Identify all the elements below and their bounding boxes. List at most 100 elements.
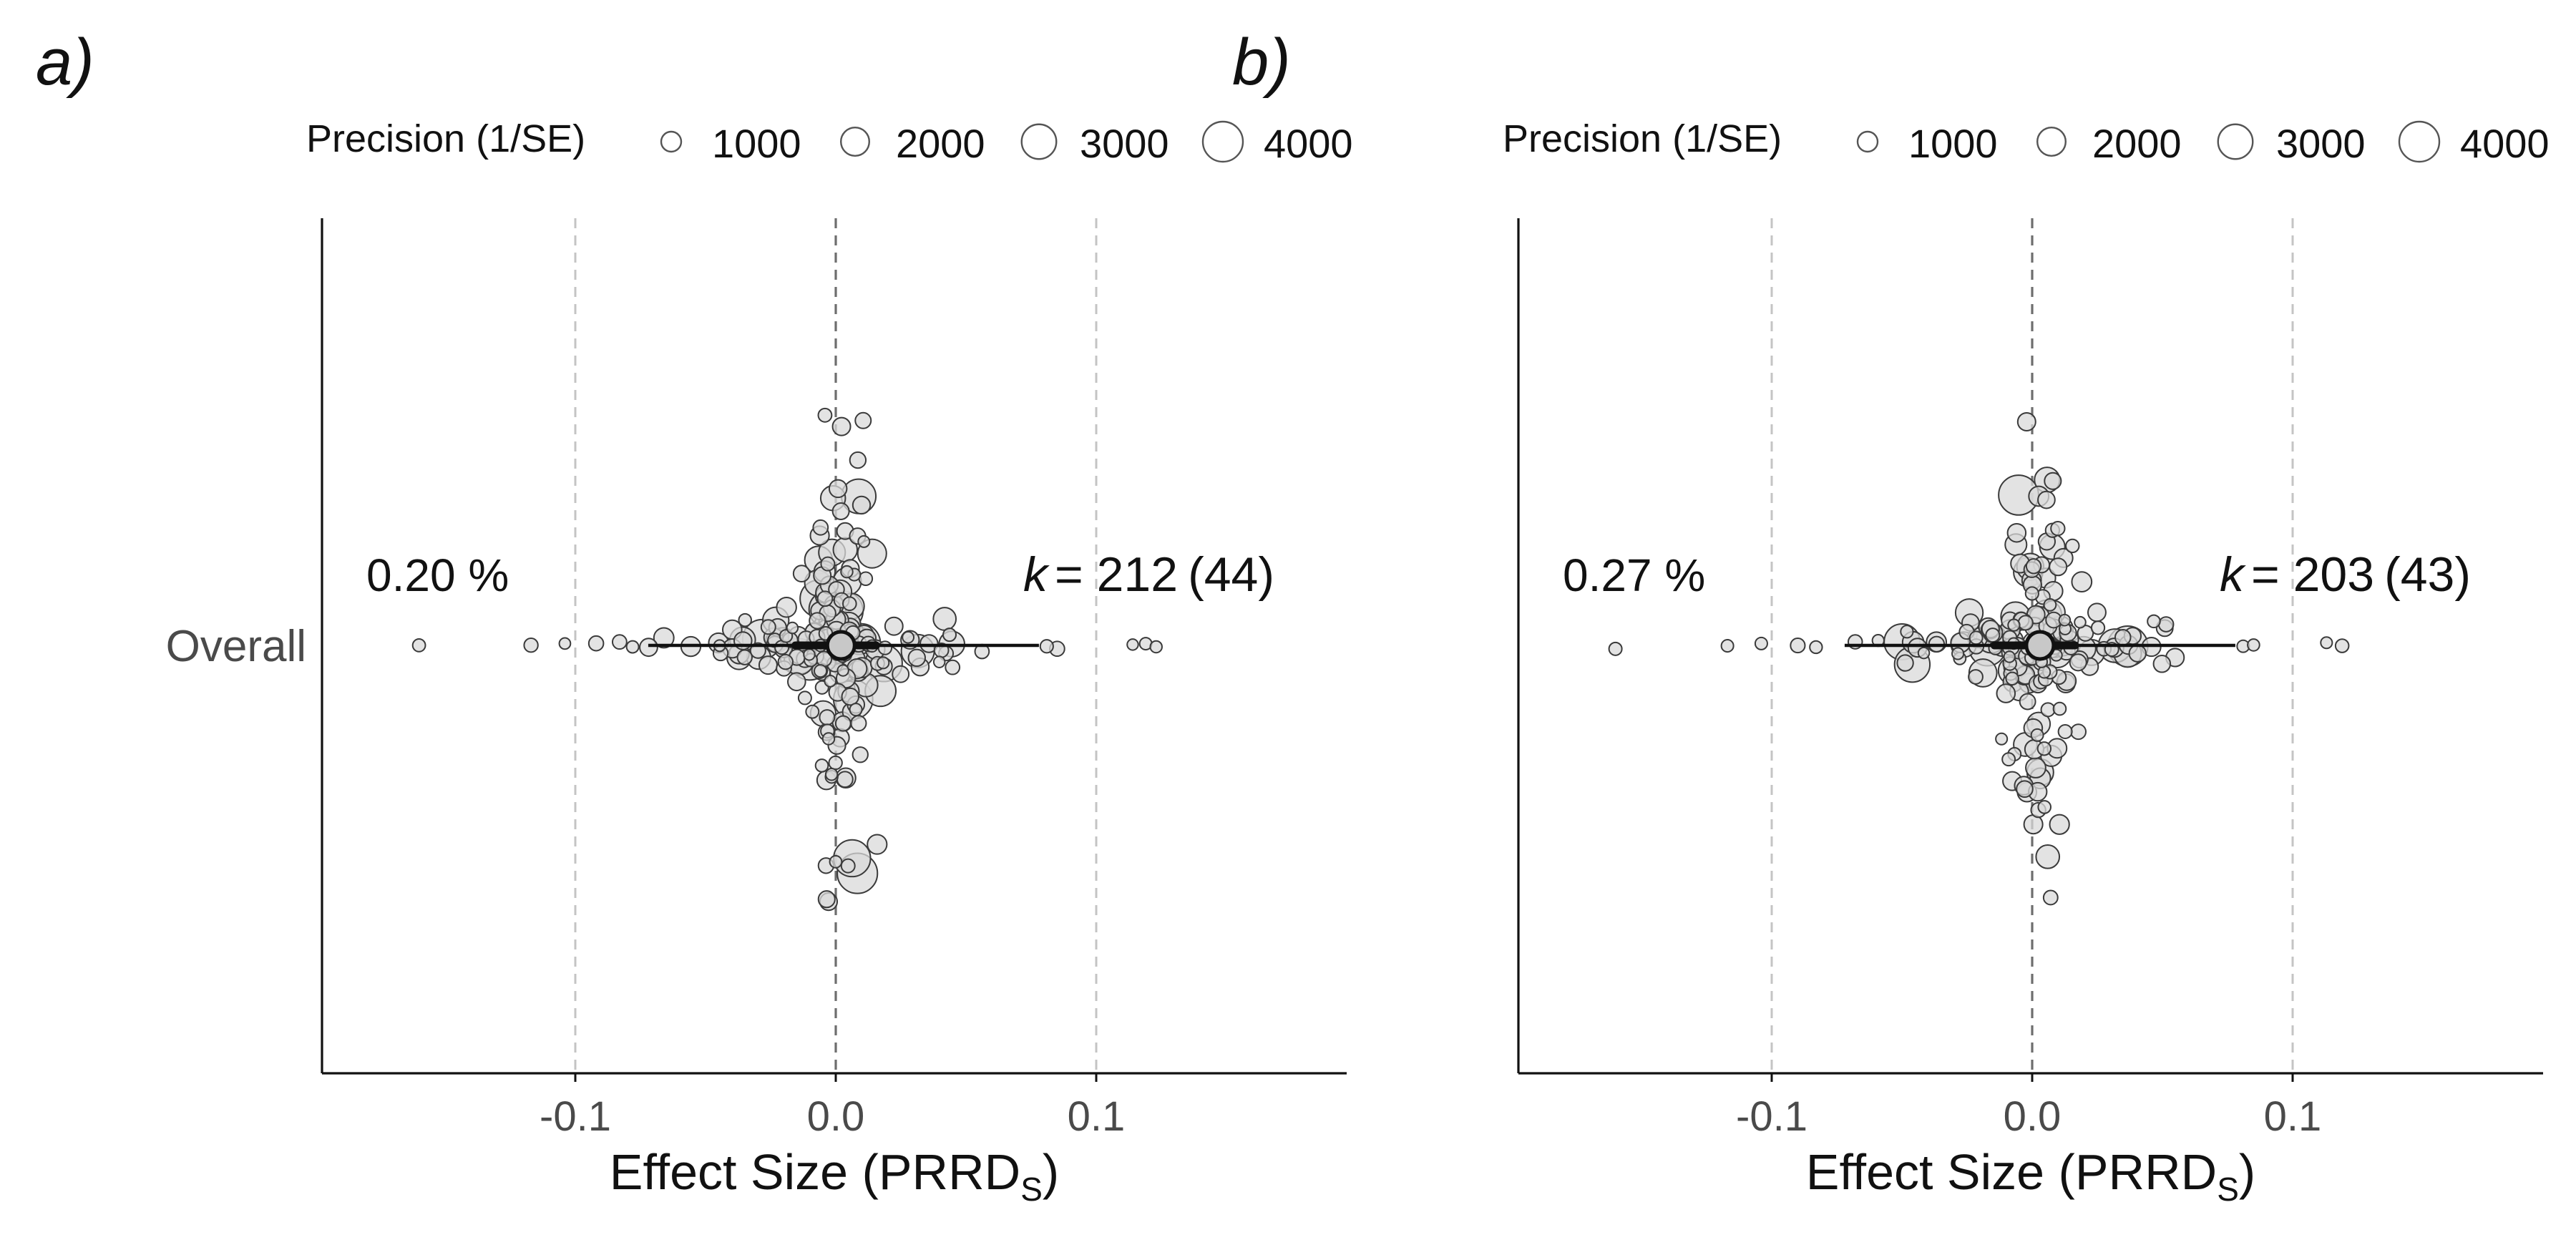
effect-bubble [817, 890, 836, 909]
effect-bubble [2037, 800, 2051, 814]
effect-bubble [2017, 615, 2034, 631]
effect-bubble [803, 648, 816, 661]
effect-bubble [2152, 655, 2172, 673]
effect-bubble [797, 690, 812, 706]
effect-bubble [760, 619, 776, 635]
legend-bubble [2036, 127, 2067, 157]
effect-bubble [2157, 616, 2175, 633]
effect-bubble [653, 627, 675, 649]
effect-bubble [792, 565, 811, 583]
effect-bubbles [1608, 411, 2350, 906]
effect-bubble [2025, 757, 2046, 778]
effect-bubble [738, 612, 752, 628]
effect-bubble [842, 596, 857, 612]
effect-bubble [932, 607, 957, 631]
effect-bubble [2040, 702, 2056, 718]
effect-bubble [816, 590, 834, 607]
legend-label: 3000 [2276, 121, 2366, 166]
effect-bubble [558, 637, 572, 650]
x-axis-title-main: Effect Size (PRRD [1806, 1144, 2217, 1200]
effect-bubble [942, 628, 957, 643]
k-label: k = 212 (44) [1023, 547, 1274, 602]
effect-bubble [877, 656, 890, 670]
effect-bubble [787, 672, 806, 692]
x-axis-title: Effect Size (PRRDS) [610, 1144, 1059, 1208]
effect-bubble [1754, 636, 1768, 650]
effect-bubble [809, 612, 826, 630]
effect-bubble [829, 854, 843, 869]
x-tick-label: 0.1 [2264, 1093, 2322, 1140]
effect-bubble [2147, 614, 2161, 629]
effect-bubble [2025, 558, 2042, 575]
effect-bubble [849, 703, 863, 717]
effect-bubble [758, 655, 778, 675]
effect-bubble [2334, 638, 2350, 653]
effect-bubble [828, 479, 848, 499]
effect-bubble [2005, 671, 2019, 686]
effect-bubble [819, 709, 836, 726]
effect-bubble [625, 640, 640, 654]
x-axis-title-close: ) [1043, 1144, 1059, 1200]
legend-bubble [1856, 130, 1879, 153]
effect-bubble [902, 630, 915, 644]
effect-bubble [854, 411, 872, 429]
effect-bubble [2052, 701, 2067, 716]
effect-bubble [857, 534, 871, 548]
effect-bubble [2071, 571, 2093, 592]
effect-bubble [786, 621, 799, 635]
panel-b: b) Precision (1/SE) 1000 2000 3000 4000 -0.1 0.… [1232, 26, 2550, 1208]
k-groups: (44) [1188, 547, 1274, 602]
effect-bubble [736, 649, 753, 665]
effect-bubble [1720, 639, 1735, 653]
panel-a: a) Precision (1/SE) 1000 2000 3000 4000 -0.1 0.… [36, 26, 1353, 1208]
effect-bubble [1900, 625, 1914, 639]
effect-bubble [2050, 520, 2066, 537]
effect-bubble [841, 687, 859, 706]
effect-bubble [1996, 683, 2016, 703]
effect-bubble [2016, 411, 2036, 431]
size-legend: Precision (1/SE) 1000 2000 3000 4000 [1503, 117, 2550, 166]
legend-bubble [660, 130, 683, 153]
effect-bubble [2044, 472, 2062, 490]
legend-bubble [840, 127, 870, 157]
effect-bubble [1790, 638, 1806, 654]
effect-bubble [587, 635, 605, 652]
effect-bubble [821, 732, 836, 746]
effect-bubble [932, 655, 946, 668]
effect-bubble [776, 596, 797, 618]
effect-bubble [1896, 654, 1914, 672]
effect-bubble [2320, 636, 2333, 650]
k-label: k = 203 (43) [2220, 547, 2471, 602]
effect-bubble [2128, 644, 2147, 663]
effect-bubble [849, 451, 867, 469]
effect-bubble [2030, 728, 2044, 742]
effect-bubble [828, 755, 843, 771]
effect-bubble [1149, 640, 1163, 654]
effect-bubble [2019, 693, 2036, 711]
effect-bubble [2001, 752, 2016, 767]
k-symbol: k [1023, 547, 1050, 602]
k-value: = 203 [2251, 547, 2374, 602]
pooled-estimate [825, 630, 857, 661]
legend-title: Precision (1/SE) [306, 117, 585, 160]
effect-bubble [831, 502, 850, 520]
effect-bubble [892, 665, 910, 683]
effect-bubble [824, 768, 839, 781]
legend-label: 1000 [712, 121, 801, 166]
effect-bubble [2043, 597, 2057, 612]
x-tick-label: 0.1 [1068, 1093, 1126, 1140]
effect-bubble [2016, 780, 2034, 799]
effect-bubble [836, 664, 849, 677]
effect-bubble [639, 638, 658, 658]
k-value: = 212 [1055, 547, 1178, 602]
effect-bubble [2035, 844, 2061, 869]
effect-bubble [1608, 641, 1623, 656]
effect-bubble [2007, 618, 2021, 632]
effect-bubble [814, 758, 829, 773]
effect-bubble [2247, 638, 2260, 652]
pooled-estimate [2024, 630, 2056, 661]
effect-bubble [812, 519, 829, 536]
size-legend: Precision (1/SE) 1000 2000 3000 4000 [306, 117, 1353, 166]
effect-bubble [1968, 630, 1984, 645]
effect-bubbles [411, 407, 1163, 912]
